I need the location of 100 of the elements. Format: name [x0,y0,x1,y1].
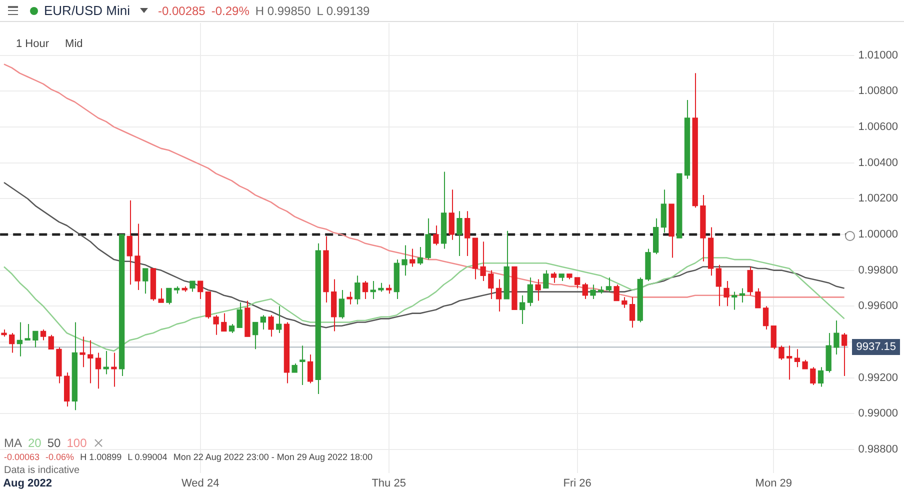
candlestick [834,320,840,356]
candlestick [260,314,266,330]
x-tick-label: Mon 29 [755,477,792,490]
candlestick [142,268,148,294]
candlestick [268,314,274,338]
y-tick-label: 0.99200 [858,372,898,384]
candlestick [190,280,196,292]
x-tick-label: Aug 2022 [3,477,52,490]
candlestick [198,280,204,300]
y-tick-label: 1.00800 [858,85,898,98]
candlestick [300,345,306,386]
text: H 0.99850 [255,4,311,18]
y-tick-label: 1.00400 [858,156,898,169]
candlestick [810,366,816,386]
text: 100 [66,436,87,450]
candlestick [574,276,580,289]
x-tick-label: Thu 25 [372,477,406,490]
candlestick [786,345,792,380]
candlestick [276,306,282,334]
candlestick [818,366,824,388]
y-tick-label: 0.98800 [858,444,898,456]
candlestick [111,352,117,388]
y-tick-label: 0.99600 [858,300,898,312]
annotation: L 0.99004 [128,452,168,462]
candlestick [724,280,730,307]
candlestick [410,248,416,268]
candlestick [402,244,408,276]
candlestick [370,280,376,300]
text: 50 [47,436,61,450]
annotation: H 1.00899 [80,452,122,462]
chart-title: EUR/USD Mini [44,3,130,18]
candlestick [716,264,722,307]
candlestick [582,282,588,300]
candlestick [213,314,219,336]
annotation: Data is indicative [4,465,80,476]
candlestick [362,280,368,300]
candlestick [456,210,462,256]
candlestick [236,302,242,328]
candlestick [103,350,109,375]
text: 9937.15 [852,339,900,356]
candlestick [496,278,502,312]
y-tick-label: 1.00600 [858,120,898,133]
candlestick [622,296,628,308]
text: 20 [28,436,42,450]
candlestick [80,336,86,368]
y-tick-label: 1.00000 [858,228,898,240]
candlestick [307,354,314,384]
candlestick [24,324,30,341]
candlestick [166,288,172,305]
candlestick [629,296,636,328]
candlestick [732,291,738,310]
candlestick [755,288,761,308]
candlestick [543,270,549,289]
annotation: -0.00063 [4,452,40,462]
annotation: -0.06% [46,452,74,462]
candlestick [762,306,769,330]
candlestick [660,189,667,234]
candlestick [527,276,534,307]
y-tick-label: 1.00200 [858,192,898,205]
y-tick-label: 0.99800 [858,264,898,276]
candlestick [778,345,784,360]
candlestick [88,340,94,384]
candlestick [535,278,541,302]
candlestick [464,210,470,256]
candlestick [614,284,620,302]
candlestick [417,246,424,266]
x-tick-label: Wed 24 [181,477,220,490]
legend-title: MA [4,436,22,450]
candlestick [590,284,596,300]
candlestick [488,270,494,300]
candlestick [480,241,486,282]
candlestick [40,328,46,341]
candlestick [338,290,345,320]
annotation: 1 Hour [16,38,50,50]
candlestick [252,322,258,350]
candlestick [606,276,612,292]
y-tick-label: 1.01000 [858,49,898,62]
candlestick [126,200,132,286]
x-tick-label: Fri 26 [563,477,592,490]
annotation: Mon 22 Aug 2022 23:00 - Mon 29 Aug 2022 18:00 [173,452,372,462]
candlestick [770,325,776,350]
candlestick [448,189,454,240]
candlestick [747,266,753,296]
candlestick [519,294,526,325]
candlestick [9,332,15,354]
candlestick [32,330,38,348]
candlestick [346,291,352,305]
candlestick [48,334,54,350]
candlestick [158,288,164,304]
y-tick-label: 0.99000 [858,408,898,420]
candlestick [221,312,227,332]
candlestick [16,322,23,357]
annotation: Mid [65,38,83,50]
text: -0.29% [211,4,250,18]
candlestick [95,352,102,390]
candlestick [841,332,848,377]
candlestick [550,272,557,284]
candlestick [794,348,800,368]
candlestick [425,218,431,260]
text: L 0.99139 [316,4,370,18]
